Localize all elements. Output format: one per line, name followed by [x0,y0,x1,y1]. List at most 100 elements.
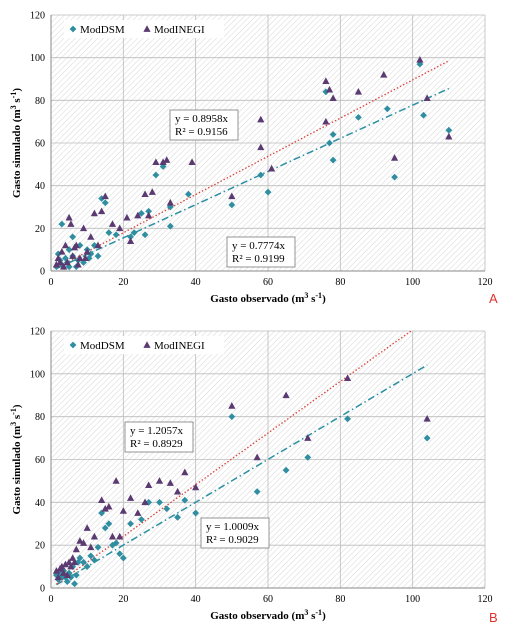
data-point-moddsm [152,171,160,179]
x-tick-label: 100 [405,277,420,288]
data-point-moddsm [282,466,290,474]
data-point-moddsm [87,552,95,560]
data-point-modinegi [257,143,265,151]
data-point-moddsm [156,498,163,506]
legend-label-moddsm: ModDSM [80,24,125,36]
data-point-modinegi [188,158,196,166]
data-point-modinegi [116,532,124,540]
data-point-modinegi [90,532,99,540]
x-axis-title: Gasto observado (m3 s-1) [210,608,326,623]
legend-marker-modinegi [143,25,151,32]
data-point-modinegi [166,479,174,486]
x-tick-label: 120 [478,277,493,288]
equation-box-frame [200,517,270,549]
panel-label: A [489,291,498,306]
data-point-moddsm [344,415,351,423]
data-point-modinegi [159,158,167,166]
data-point-moddsm [181,496,189,504]
data-point-moddsm [138,516,145,523]
data-point-modinegi [98,207,106,215]
legend-background [64,336,224,354]
data-point-moddsm [329,156,337,164]
data-point-moddsm [94,252,102,260]
data-point-modinegi [322,117,330,125]
data-point-moddsm [112,539,120,547]
data-point-moddsm [145,207,153,215]
data-point-modinegi [58,562,66,570]
data-point-modinegi [74,260,82,268]
data-point-modinegi [67,220,75,227]
data-point-modinegi [148,188,156,195]
data-point-moddsm [87,250,95,258]
data-point-modinegi [76,537,84,544]
data-point-modinegi [228,192,236,200]
data-point-modinegi [69,252,77,259]
regression-equation: y = 0.7774x [232,240,285,252]
data-point-moddsm [94,543,102,551]
y-tick-label: 60 [35,139,45,150]
data-point-modinegi [65,213,73,221]
data-point-moddsm [67,573,75,581]
data-point-modinegi [63,571,71,578]
legend-label-modinegi: ModINEGI [154,24,205,36]
data-point-modinegi [67,562,75,570]
data-point-modinegi [329,94,337,102]
data-point-modinegi [60,262,68,270]
data-point-modinegi [145,211,153,219]
data-point-moddsm [185,190,192,198]
data-point-modinegi [79,224,88,232]
legend: ModDSM ModINEGI [64,20,224,38]
panel-label: B [489,610,498,625]
data-point-modinegi [87,543,95,551]
data-point-moddsm [166,222,174,230]
data-point-modinegi [108,532,117,540]
data-point-moddsm [72,571,80,579]
data-point-modinegi [72,241,80,249]
x-tick-label: 20 [118,594,128,605]
data-point-moddsm [253,488,261,496]
y-tick-label: 0 [40,267,45,278]
data-point-moddsm [329,131,337,138]
data-point-modinegi [126,237,135,244]
y-tick-label: 120 [30,11,45,22]
data-point-modinegi [354,88,363,95]
data-point-modinegi [152,158,160,166]
y-tick-label: 40 [35,181,45,192]
data-point-modinegi [228,402,236,409]
equation-box-frame [124,421,194,453]
data-point-modinegi [173,487,182,495]
y-tick-label: 20 [35,224,45,235]
data-point-moddsm [83,563,91,570]
regression-equation: y = 1.2057x [130,425,183,437]
legend-marker-modinegi [143,341,151,348]
data-point-modinegi [304,434,312,441]
data-point-modinegi [268,164,276,172]
data-point-modinegi [72,545,80,553]
y-tick-label: 40 [35,498,45,509]
legend-marker-moddsm [69,25,77,33]
data-point-modinegi [126,494,135,501]
data-point-moddsm [105,520,113,528]
data-point-moddsm [355,114,362,121]
data-point-moddsm [63,578,71,585]
r-squared-value: R² = 0.9199 [232,253,285,265]
data-point-moddsm [420,111,427,119]
data-point-modinegi [52,260,61,268]
data-point-moddsm [304,453,312,461]
data-point-modinegi [87,233,95,240]
legend-label-modinegi: ModINEGI [154,340,205,352]
legend-marker-moddsm [69,341,77,349]
data-point-moddsm [69,233,77,241]
y-tick-label: 80 [35,412,45,423]
y-tick-label: 80 [35,96,45,107]
x-tick-label: 0 [49,594,54,605]
data-point-moddsm [445,126,453,134]
data-point-modinegi [322,77,330,84]
chart-panel-a: 0 20 40 60 80 100 120 0 20 40 60 80 100 120 Gasto obse… [9,11,499,307]
trendline-modinegi [56,60,450,269]
data-point-moddsm [101,199,109,207]
y-tick-label: 20 [35,541,45,552]
x-tick-label: 20 [118,277,128,288]
